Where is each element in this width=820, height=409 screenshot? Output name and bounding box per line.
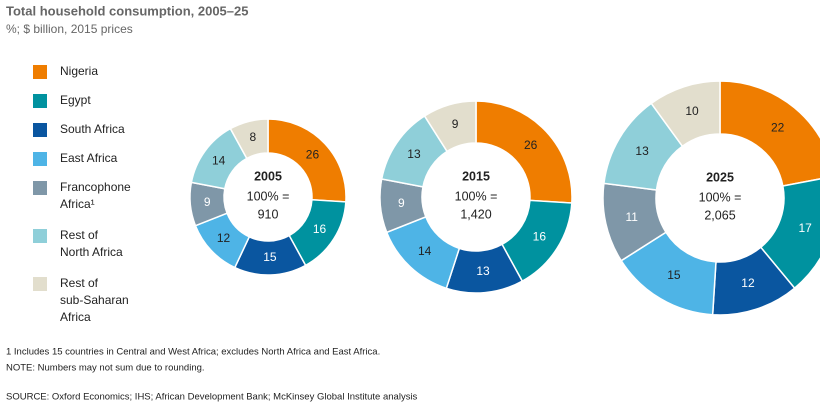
legend-swatch <box>33 277 47 291</box>
data-label: 13 <box>407 147 421 161</box>
donut-segment <box>229 118 269 160</box>
donut-total: 2,065 <box>704 208 735 222</box>
data-label: 22 <box>771 120 785 134</box>
data-label: 13 <box>476 264 490 278</box>
legend-swatch <box>33 65 47 79</box>
chart-title: Total household consumption, 2005–25 <box>6 3 248 18</box>
legend-item: Rest of North Africa <box>33 228 123 259</box>
data-label: 12 <box>217 231 231 245</box>
data-label: 11 <box>625 210 638 224</box>
donut-segment <box>475 100 573 204</box>
data-label: 17 <box>798 221 812 235</box>
legend-label: Nigeria <box>60 64 98 78</box>
donut-total-prefix: 100% = <box>455 189 498 203</box>
data-label: 16 <box>313 222 327 236</box>
donut-total-prefix: 100% = <box>247 189 290 203</box>
data-label: 26 <box>306 147 320 161</box>
data-label: 9 <box>398 196 405 210</box>
data-label: 26 <box>524 138 538 152</box>
donut-segment <box>650 80 721 148</box>
data-label: 15 <box>667 268 681 282</box>
data-label: 10 <box>685 104 699 118</box>
legend-label: Rest of North Africa <box>60 228 123 259</box>
legend-label: South Africa <box>60 122 125 136</box>
legend-item: Nigeria <box>33 64 98 79</box>
chart-subtitle: %; $ billion, 2015 prices <box>6 22 133 36</box>
data-label: 15 <box>263 250 277 264</box>
data-label: 16 <box>533 229 547 243</box>
data-label: 9 <box>204 195 211 209</box>
donut-total: 910 <box>258 207 279 221</box>
donut-year: 2005 <box>254 169 282 183</box>
legend-swatch <box>33 181 47 195</box>
legend-label: Rest of sub-Saharan Africa <box>60 276 129 324</box>
data-label: 14 <box>212 153 226 167</box>
donut-segment <box>719 80 820 187</box>
data-label: 9 <box>452 117 459 131</box>
data-label: 13 <box>635 144 649 158</box>
data-label: 8 <box>249 130 256 144</box>
legend-swatch <box>33 152 47 166</box>
legend-swatch <box>33 229 47 243</box>
legend-item: Rest of sub-Saharan Africa <box>33 276 129 324</box>
donut-total: 1,420 <box>460 207 491 221</box>
data-label: 12 <box>741 276 755 290</box>
legend-item: East Africa <box>33 151 118 166</box>
legend-label: Francophone Africa¹ <box>60 180 131 211</box>
legend-item: South Africa <box>33 122 125 137</box>
donut-total-prefix: 100% = <box>699 190 742 204</box>
footnote: 1 Includes 15 countries in Central and W… <box>6 347 380 358</box>
legend-item: Egypt <box>33 93 91 108</box>
donut-year: 2025 <box>706 170 734 184</box>
legend-label: Egypt <box>60 93 91 107</box>
legend-swatch <box>33 94 47 108</box>
donut-segment <box>423 100 477 153</box>
note: NOTE: Numbers may not sum due to roundin… <box>6 363 205 374</box>
legend-swatch <box>33 123 47 137</box>
data-label: 14 <box>418 244 432 258</box>
legend-item: Francophone Africa¹ <box>33 180 131 211</box>
legend-label: East Africa <box>60 151 118 165</box>
donut-year: 2015 <box>462 169 490 183</box>
source: SOURCE: Oxford Economics; IHS; African D… <box>6 392 418 403</box>
